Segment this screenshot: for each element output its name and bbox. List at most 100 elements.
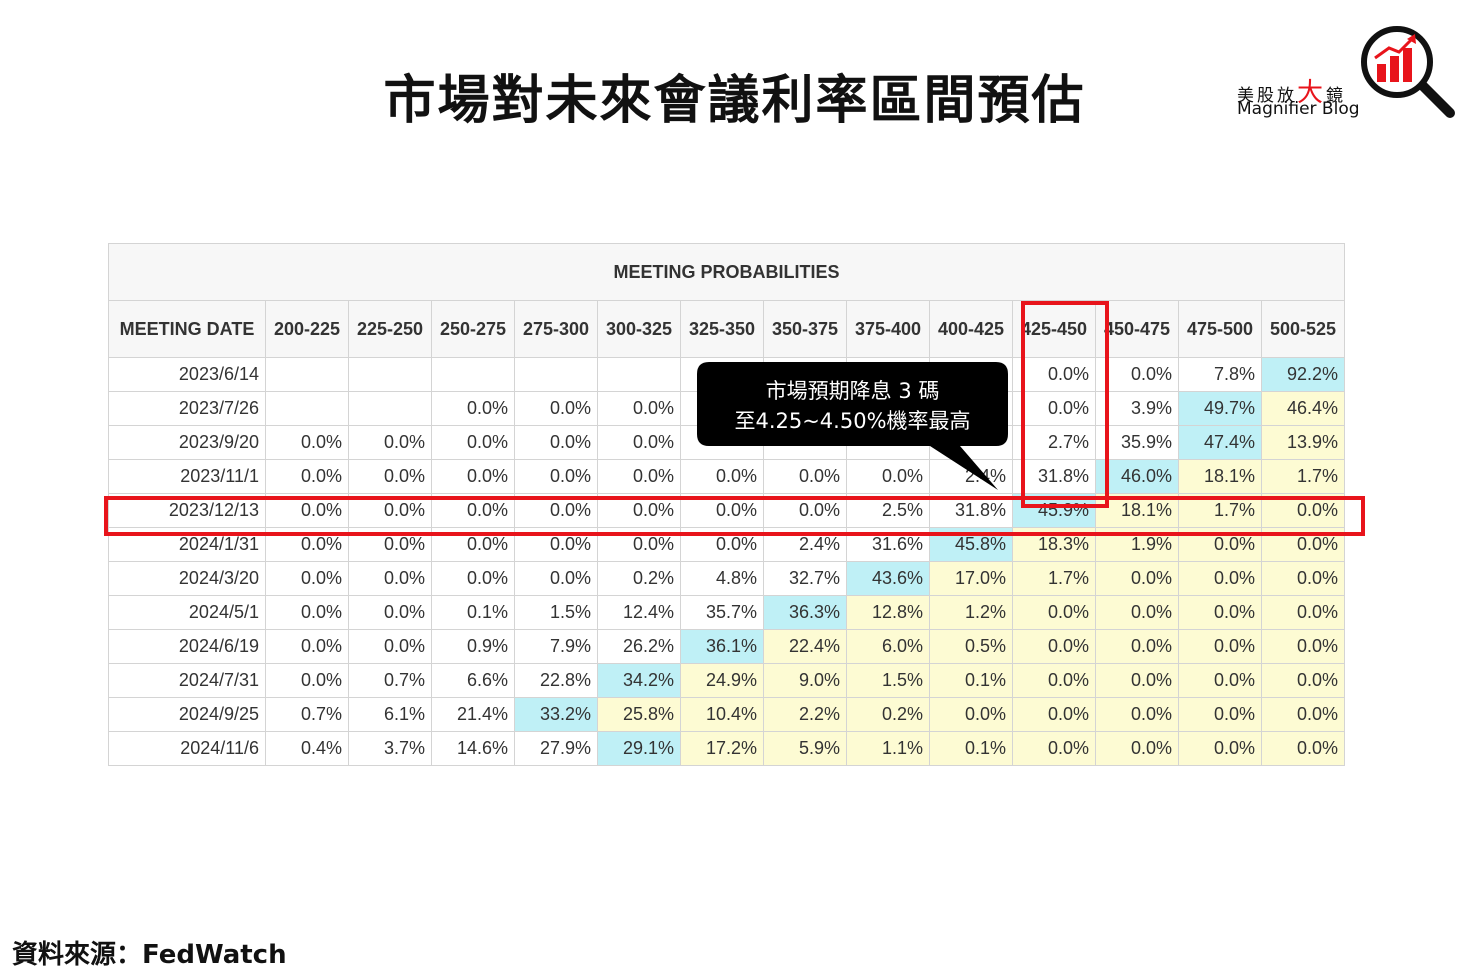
probability-cell: 36.3% (763, 595, 847, 630)
date-cell: 2024/3/20 (108, 561, 266, 596)
probability-cell: 0.0% (514, 425, 598, 460)
probability-cell: 32.7% (763, 561, 847, 596)
probability-cell: 0.0% (1095, 731, 1179, 766)
probability-cell: 1.7% (1261, 459, 1345, 494)
table-row: 2024/11/6 0.4% 3.7% 14.6% 27.9% 29.1% 17.2% 5.9… (108, 731, 1345, 766)
date-cell: 2024/11/6 (108, 731, 266, 766)
column-highlight (1021, 301, 1109, 508)
table-row: 2024/5/1 0.0% 0.0% 0.1% 1.5% 12.4% 35.7% 36.3% 1… (108, 595, 1345, 630)
column-header: 200-225 (265, 300, 349, 358)
column-header: 425-450 (1012, 300, 1096, 358)
probability-cell: 0.0% (1095, 697, 1179, 732)
probability-cell: 0.0% (431, 561, 515, 596)
probability-cell: 0.0% (348, 425, 432, 460)
table-row: 2023/11/1 0.0% 0.0% 0.0% 0.0% 0.0% 0.0% 0.0% 0.0… (108, 459, 1345, 494)
probability-cell: 0.0% (1261, 629, 1345, 664)
probability-cell: 21.4% (431, 697, 515, 732)
probability-cell: 0.0% (514, 561, 598, 596)
probability-cell: 0.0% (265, 595, 349, 630)
probability-cell: 1.1% (846, 731, 930, 766)
column-header: MEETING DATE (108, 300, 266, 358)
probability-cell: 0.4% (265, 731, 349, 766)
probability-cell (348, 357, 432, 392)
column-header: 350-375 (763, 300, 847, 358)
probability-cell: 22.8% (514, 663, 598, 698)
table-row: 2024/9/25 0.7% 6.1% 21.4% 33.2% 25.8% 10.4% 2.2… (108, 697, 1345, 732)
probability-cell: 14.6% (431, 731, 515, 766)
probability-cell: 0.0% (1012, 663, 1096, 698)
table-row: 2024/6/19 0.0% 0.0% 0.9% 7.9% 26.2% 36.1% 22.4%… (108, 629, 1345, 664)
probability-cell: 0.0% (514, 459, 598, 494)
probability-cell: 33.2% (514, 697, 598, 732)
probability-cell: 7.9% (514, 629, 598, 664)
probability-cell: 0.0% (514, 391, 598, 426)
column-header: 325-350 (680, 300, 764, 358)
column-header: 250-275 (431, 300, 515, 358)
probability-cell: 47.4% (1178, 425, 1262, 460)
probability-cell: 1.2% (929, 595, 1013, 630)
table-row: 2024/7/31 0.0% 0.7% 6.6% 22.8% 34.2% 24.9% 9.0%… (108, 663, 1345, 698)
date-cell: 2023/9/20 (108, 425, 266, 460)
probability-cell: 0.0% (1095, 595, 1179, 630)
probability-cell: 0.0% (1178, 731, 1262, 766)
probability-cell: 27.9% (514, 731, 598, 766)
probability-cell: 0.0% (1261, 663, 1345, 698)
probability-cell: 0.0% (1095, 629, 1179, 664)
probability-cell: 92.2% (1261, 357, 1345, 392)
probability-cell: 0.0% (348, 629, 432, 664)
probability-cell: 0.0% (1261, 731, 1345, 766)
logo-text: 鏡 (1326, 86, 1347, 106)
probability-cell (265, 391, 349, 426)
table-row: 2024/3/20 0.0% 0.0% 0.0% 0.0% 0.2% 4.8% 32.7% 43… (108, 561, 1345, 596)
column-header: 375-400 (846, 300, 930, 358)
column-header: 300-325 (597, 300, 681, 358)
probability-cell: 0.0% (431, 425, 515, 460)
probability-cell: 18.1% (1178, 459, 1262, 494)
probability-cell: 0.0% (1095, 561, 1179, 596)
probability-cell: 0.0% (1261, 561, 1345, 596)
probability-cell: 22.4% (763, 629, 847, 664)
probability-cell: 0.0% (431, 459, 515, 494)
column-header: 225-250 (348, 300, 432, 358)
probability-cell: 0.0% (348, 561, 432, 596)
probability-cell: 0.7% (348, 663, 432, 698)
probability-cell: 0.0% (1178, 697, 1262, 732)
probability-cell: 0.0% (1012, 629, 1096, 664)
probability-cell: 0.0% (597, 391, 681, 426)
probability-cell: 3.7% (348, 731, 432, 766)
probability-cell: 9.0% (763, 663, 847, 698)
probability-cell: 46.4% (1261, 391, 1345, 426)
probability-cell: 7.8% (1178, 357, 1262, 392)
probability-cell: 5.9% (763, 731, 847, 766)
probability-cell: 0.1% (929, 731, 1013, 766)
probability-cell: 0.0% (1261, 595, 1345, 630)
probability-table: MEETING PROBABILITIES MEETING DATE 200-225… (108, 243, 1345, 766)
column-header: 450-475 (1095, 300, 1179, 358)
row-highlight (104, 496, 1365, 536)
probability-cell: 6.6% (431, 663, 515, 698)
probability-cell: 0.0% (597, 459, 681, 494)
probability-cell: 13.9% (1261, 425, 1345, 460)
probability-cell: 0.2% (846, 697, 930, 732)
logo-icon (1361, 26, 1455, 118)
column-header: 275-300 (514, 300, 598, 358)
probability-cell: 6.0% (846, 629, 930, 664)
probability-cell: 0.5% (929, 629, 1013, 664)
probability-cell: 0.0% (1012, 731, 1096, 766)
probability-cell: 10.4% (680, 697, 764, 732)
probability-cell: 24.9% (680, 663, 764, 698)
probability-cell (348, 391, 432, 426)
probability-cell: 36.1% (680, 629, 764, 664)
probability-cell: 0.1% (431, 595, 515, 630)
probability-cell: 0.0% (514, 527, 598, 562)
logo-name: 美股放大鏡 (1237, 72, 1346, 109)
probability-cell: 25.8% (597, 697, 681, 732)
probability-cell: 17.2% (680, 731, 764, 766)
page-title: 市場對未來會議利率區間預估 (383, 71, 1086, 131)
date-cell: 2024/7/31 (108, 663, 266, 698)
probability-cell: 1.5% (846, 663, 930, 698)
probability-cell: 46.0% (1095, 459, 1179, 494)
source-note: 資料來源：FedWatch (12, 940, 287, 970)
probability-cell: 0.0% (265, 663, 349, 698)
callout-text: 市場預期降息 3 碼 (765, 379, 940, 403)
